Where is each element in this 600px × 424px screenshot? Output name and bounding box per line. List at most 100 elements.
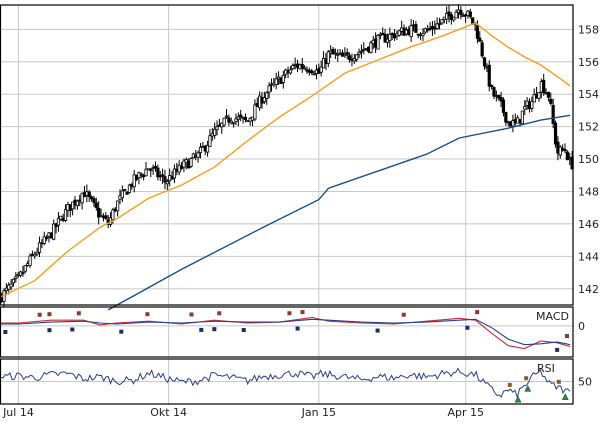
candle-body [551,104,555,124]
candle-body [303,67,307,70]
candle-body [475,25,480,39]
moving-average-line-0 [0,21,571,298]
candle-body [549,98,553,104]
candle-body [492,87,496,97]
candle-body [116,200,120,212]
candle-body [21,272,25,275]
candle-body [281,75,285,83]
candle-body [546,91,551,98]
candle-body [196,152,200,158]
price-tick-label-0: 142 [578,283,599,296]
candle-body [205,144,210,153]
axis-labels: 142 144 146 148 150 152 154 156 158 Jul 14 Okt 14 J… [2,23,599,419]
macd-buy-marker [295,326,300,331]
macd-buy-marker [119,329,124,334]
macd-sell-marker [300,310,305,315]
price-tick-label-8: 158 [578,23,599,36]
candle-body [104,215,108,219]
candle-body [437,23,442,25]
candle-body [565,151,569,161]
candle-body [480,42,484,57]
candle-body [63,208,68,221]
candle-body [288,69,293,74]
macd-line-1 [0,318,571,346]
candle-body [142,175,146,178]
candle-body [426,28,430,31]
candle-body [234,118,238,122]
candle-body [11,278,16,284]
candle-body [326,51,330,64]
candle-body [123,188,127,191]
candle-body [445,12,449,20]
candle-body [376,34,380,50]
x-tick-label-1: Okt 14 [150,406,187,419]
candle-body [468,11,472,17]
candle-body [359,50,364,53]
candle-body [144,168,148,177]
macd-sell-marker [475,310,480,315]
candle-body [213,128,217,136]
macd-sell-marker [217,311,222,316]
candlestick-series [0,4,574,307]
candle-body [111,209,115,221]
candle-body [89,196,94,200]
candle-body [153,166,158,169]
rsi-tick-label: 50 [578,376,592,389]
candle-body [71,201,75,210]
candle-body [357,51,361,55]
price-tick-label-2: 146 [578,218,599,231]
candle-body [274,78,278,85]
candle-body [149,169,153,172]
candle-body [224,115,229,118]
macd-buy-marker [212,327,217,332]
macd-panel-title: MACD [536,310,569,323]
candle-body [92,198,96,203]
macd-buy-marker [465,325,470,330]
candle-body [530,100,534,109]
candle-body [499,97,503,102]
macd-buy-marker [3,329,8,334]
rsi-buy-marker [561,393,569,400]
candle-body [9,283,13,288]
candle-body [312,73,316,76]
candle-body [369,42,373,53]
candle-body [182,160,186,168]
rsi-line [0,367,571,400]
candle-body [504,111,508,123]
candle-body [497,94,501,99]
candle-body [532,94,536,103]
panel-frame-2 [0,358,574,405]
rsi-sell-marker [524,376,529,381]
candle-body [454,11,458,19]
candle-body [558,146,562,156]
candle-body [37,242,42,253]
indicator-lines [0,21,571,400]
candle-body [94,202,98,208]
macd-sell-marker [37,312,42,317]
candle-body [151,167,155,170]
candle-body [236,116,240,120]
macd-sell-marker [189,312,194,317]
candle-body [409,25,413,38]
candle-body [520,110,524,125]
candle-body [28,255,32,266]
x-tick-label-2: Jan 15 [301,406,336,419]
candle-body [487,64,491,87]
candle-body [156,167,160,178]
rsi-buy-marker [524,384,532,392]
panel-frames [0,4,574,405]
candle-body [440,19,444,24]
macd-sell-marker [76,311,81,316]
price-tick-label-6: 154 [578,88,599,101]
candle-body [333,52,337,55]
candle-body [127,184,132,193]
candle-body [310,70,314,74]
rsi-panel-title: RSI [537,362,555,375]
candle-body [331,48,335,55]
candle-body [125,191,129,195]
macd-sell-marker [47,312,52,317]
candle-body [35,251,39,255]
candle-body [215,126,219,131]
candle-body [80,192,84,204]
